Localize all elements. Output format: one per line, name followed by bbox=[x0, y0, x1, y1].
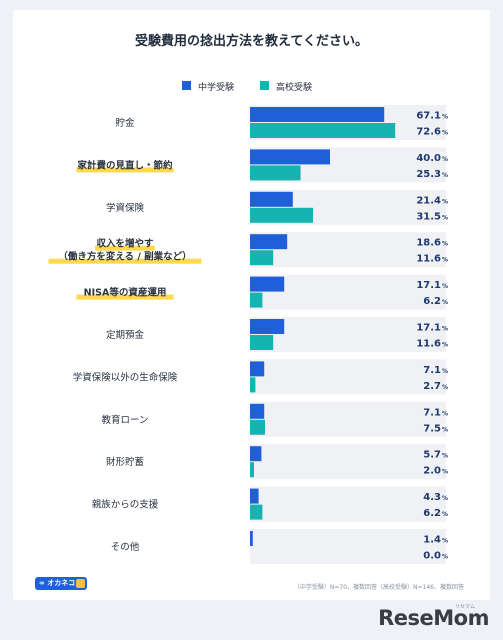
label-highlight bbox=[76, 167, 174, 173]
bar-junior-high bbox=[250, 403, 265, 419]
bar-track bbox=[250, 529, 446, 564]
legend-label-junior-high: 中学受験 bbox=[198, 83, 235, 93]
bar-track bbox=[250, 401, 446, 437]
value-label: 40.0 bbox=[416, 153, 441, 164]
bar-high-school bbox=[250, 419, 265, 435]
bar-junior-high bbox=[250, 446, 262, 462]
value-label: 5.7 bbox=[423, 450, 441, 461]
value-label: 7.5 bbox=[423, 423, 441, 434]
value-label: 2.7 bbox=[423, 381, 441, 392]
category-label: 親族からの支援 bbox=[92, 499, 159, 511]
bar-high-school bbox=[250, 377, 256, 393]
bar-track bbox=[250, 359, 446, 395]
chart-card: 受験費用の捻出方法を教えてください。 中学受験 高校受験 67.1% 72.6% 貯… bbox=[13, 10, 490, 600]
value-label: 25.3 bbox=[416, 169, 441, 180]
bar-junior-high bbox=[250, 234, 288, 250]
label-highlight bbox=[76, 294, 174, 300]
category-label: 貯金 bbox=[115, 117, 135, 129]
unit-label: % bbox=[442, 257, 448, 264]
bar-high-school bbox=[250, 123, 396, 138]
unit-label: % bbox=[442, 469, 448, 476]
value-label: 11.6 bbox=[416, 254, 441, 265]
value-label: 6.2 bbox=[423, 296, 441, 307]
bar-junior-high bbox=[250, 319, 285, 334]
bar-track bbox=[250, 444, 446, 480]
bar-high-school bbox=[250, 462, 254, 478]
bar-high-school bbox=[250, 250, 274, 266]
value-label: 21.4 bbox=[416, 195, 441, 206]
unit-label: % bbox=[442, 511, 448, 518]
category-label: 収入を増やす bbox=[96, 238, 154, 250]
unit-label: % bbox=[442, 342, 448, 349]
value-label: 2.0 bbox=[423, 466, 441, 477]
value-label: 7.1 bbox=[423, 407, 441, 418]
bar-track bbox=[250, 486, 446, 522]
bar-junior-high bbox=[250, 107, 385, 122]
label-highlight bbox=[95, 245, 155, 251]
unit-label: % bbox=[442, 241, 448, 248]
unit-label: % bbox=[442, 114, 448, 121]
unit-label: % bbox=[442, 495, 448, 502]
unit-label: % bbox=[442, 538, 448, 545]
unit-label: % bbox=[442, 384, 448, 391]
bar-high-school bbox=[250, 335, 274, 350]
value-label: 18.6 bbox=[416, 238, 441, 249]
unit-label: % bbox=[442, 368, 448, 375]
bar-junior-high bbox=[250, 276, 285, 292]
unit-label: % bbox=[442, 299, 448, 306]
category-label: その他 bbox=[111, 541, 140, 553]
value-label: 4.3 bbox=[423, 492, 441, 503]
unit-label: % bbox=[442, 426, 448, 433]
bar-high-school bbox=[250, 292, 263, 308]
bar-junior-high bbox=[250, 488, 259, 504]
bar-high-school bbox=[250, 165, 301, 181]
legend-swatch-high-school bbox=[260, 81, 269, 90]
unit-label: % bbox=[442, 172, 448, 179]
logo-text: ∞ オカネコ bbox=[39, 579, 76, 587]
unit-label: % bbox=[442, 283, 448, 290]
value-label: 67.1 bbox=[416, 111, 441, 122]
sample-size-note: （中学受験）N=70、複数回答（高校受験）N=146、複数回答 bbox=[293, 584, 464, 591]
legend-swatch-junior-high bbox=[182, 81, 191, 90]
bar-junior-high bbox=[250, 361, 265, 377]
legend-label-high-school: 高校受験 bbox=[276, 83, 313, 93]
value-label: 11.6 bbox=[416, 339, 441, 350]
resemom-logo: ReseMom bbox=[378, 606, 489, 630]
bar-high-school bbox=[250, 504, 263, 520]
bar-junior-high bbox=[250, 149, 330, 165]
category-label: 家計費の見直し・節約 bbox=[77, 159, 173, 171]
brand-subtitle: リセマム bbox=[454, 604, 475, 610]
unit-label: % bbox=[442, 326, 448, 333]
owl-icon bbox=[76, 579, 85, 588]
category-label: （働き方を変える / 副業など） bbox=[58, 251, 191, 263]
category-label: 学資保険以外の生命保険 bbox=[73, 371, 178, 383]
category-label: 定期預金 bbox=[106, 329, 145, 341]
bar-junior-high bbox=[250, 191, 293, 207]
unit-label: % bbox=[442, 410, 448, 417]
value-label: 6.2 bbox=[423, 508, 441, 519]
unit-label: % bbox=[442, 453, 448, 460]
category-label: 学資保険 bbox=[106, 202, 145, 214]
unit-label: % bbox=[442, 156, 448, 163]
category-label: 教育ローン bbox=[101, 414, 148, 426]
bar-junior-high bbox=[250, 531, 253, 546]
unit-label: % bbox=[442, 198, 448, 205]
unit-label: % bbox=[442, 130, 448, 137]
value-label: 0.0 bbox=[423, 551, 441, 562]
bar-high-school bbox=[250, 207, 313, 223]
okaneko-logo: ∞ オカネコ bbox=[35, 577, 87, 590]
value-label: 72.6 bbox=[416, 127, 441, 138]
value-label: 31.5 bbox=[416, 211, 441, 222]
chart-title: 受験費用の捻出方法を教えてください。 bbox=[135, 34, 368, 49]
value-label: 17.1 bbox=[416, 323, 441, 334]
unit-label: % bbox=[442, 214, 448, 221]
category-label: 財形貯蓄 bbox=[106, 456, 144, 468]
category-label: NISA等の資産運用 bbox=[84, 287, 167, 299]
value-label: 17.1 bbox=[416, 280, 441, 291]
unit-label: % bbox=[442, 554, 448, 561]
label-highlight bbox=[48, 258, 202, 264]
value-label: 7.1 bbox=[423, 365, 441, 376]
value-label: 1.4 bbox=[423, 535, 441, 546]
